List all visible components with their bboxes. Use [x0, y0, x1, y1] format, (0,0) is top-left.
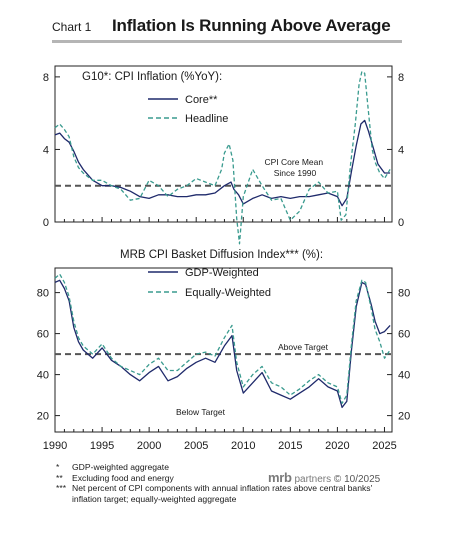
- x-tick-label: 2010: [231, 440, 255, 452]
- y-tick-label-right: 0: [398, 217, 404, 229]
- brand-logo: mrb: [268, 470, 292, 485]
- y-tick-label-left: 60: [37, 329, 49, 341]
- reference-line-label: CPI Core Mean Since 1990: [265, 157, 326, 178]
- y-tick-label-left: 80: [37, 288, 49, 300]
- footnote-mark: *: [56, 462, 60, 472]
- y-tick-label-right: 8: [398, 72, 404, 84]
- footnote-3: *** Net percent of CPI components with a…: [56, 483, 376, 504]
- chart-number: Chart 1: [52, 20, 92, 34]
- x-tick-label: 2015: [278, 440, 302, 452]
- footnote-text: GDP-weighted aggregate: [72, 462, 169, 472]
- plot-frame: [54, 65, 393, 223]
- footnote-mark: ***: [56, 483, 67, 494]
- y-tick-label-left: 4: [43, 144, 49, 156]
- footnote-text: Net percent of CPI components with annua…: [72, 483, 373, 504]
- reference-line-label-line2: Since 1990: [274, 168, 317, 178]
- x-tick-label: 2025: [372, 440, 396, 452]
- x-tick-label: 2000: [137, 440, 161, 452]
- y-tick-label-left: 0: [43, 217, 49, 229]
- y-tick-label-right: 80: [398, 288, 410, 300]
- legend-headline-label: Headline: [185, 113, 228, 125]
- header-rule: [52, 40, 402, 43]
- legend-equally-weighted-label: Equally-Weighted: [185, 287, 271, 299]
- y-tick-label-left: 8: [43, 72, 49, 84]
- y-tick-label-right: 40: [398, 370, 410, 382]
- panel-title: G10*: CPI Inflation (%YoY):: [82, 71, 222, 83]
- legend-core-label: Core**: [185, 94, 218, 106]
- x-tick-label: 2005: [184, 440, 208, 452]
- panel-cpi-inflation: G10*: CPI Inflation (%YoY): Core** Headl…: [82, 71, 326, 178]
- series-line-gdp-weighted: [54, 279, 391, 409]
- y-tick-label-left: 40: [37, 370, 49, 382]
- footnote-mark: **: [56, 472, 63, 483]
- reference-line-label-line1: CPI Core Mean: [265, 157, 324, 167]
- footnote-1: * GDP-weighted aggregate: [56, 462, 376, 473]
- y-tick-label-right: 60: [398, 329, 410, 341]
- series-line-equally-weighted: [54, 273, 391, 404]
- y-tick-label-left: 20: [37, 411, 49, 423]
- series-line-core: [54, 119, 391, 207]
- plot-area-inflation: 0 0 4 4 8 8: [43, 65, 404, 245]
- brand-credit: mrb partners © 10/2025: [268, 470, 418, 485]
- footnote-2: ** Excluding food and energy: [56, 473, 376, 484]
- footnotes: * GDP-weighted aggregate ** Excluding fo…: [56, 462, 376, 504]
- footnote-text: Excluding food and energy: [72, 472, 174, 483]
- x-tick-label: 2020: [325, 440, 349, 452]
- brand-name: partners: [294, 474, 332, 485]
- series-line-headline: [54, 70, 391, 245]
- y-tick-label-right: 20: [398, 411, 410, 423]
- chart-header: Chart 1 Inflation Is Running Above Avera…: [52, 14, 402, 40]
- y-tick-label-right: 4: [398, 144, 404, 156]
- panel-title: MRB CPI Basket Diffusion Index*** (%):: [120, 249, 323, 261]
- annotation-below-target: Below Target: [176, 407, 226, 417]
- x-tick-label: 1990: [43, 440, 67, 452]
- chart-title: Inflation Is Running Above Average: [112, 16, 391, 35]
- legend-gdp-weighted-label: GDP-Weighted: [185, 267, 259, 279]
- panel-diffusion-index: MRB CPI Basket Diffusion Index*** (%): G…: [120, 249, 329, 417]
- brand-copyright: © 10/2025: [333, 474, 381, 485]
- annotation-above-target: Above Target: [278, 342, 329, 352]
- plot-frame: [54, 267, 393, 433]
- x-tick-label: 1995: [90, 440, 114, 452]
